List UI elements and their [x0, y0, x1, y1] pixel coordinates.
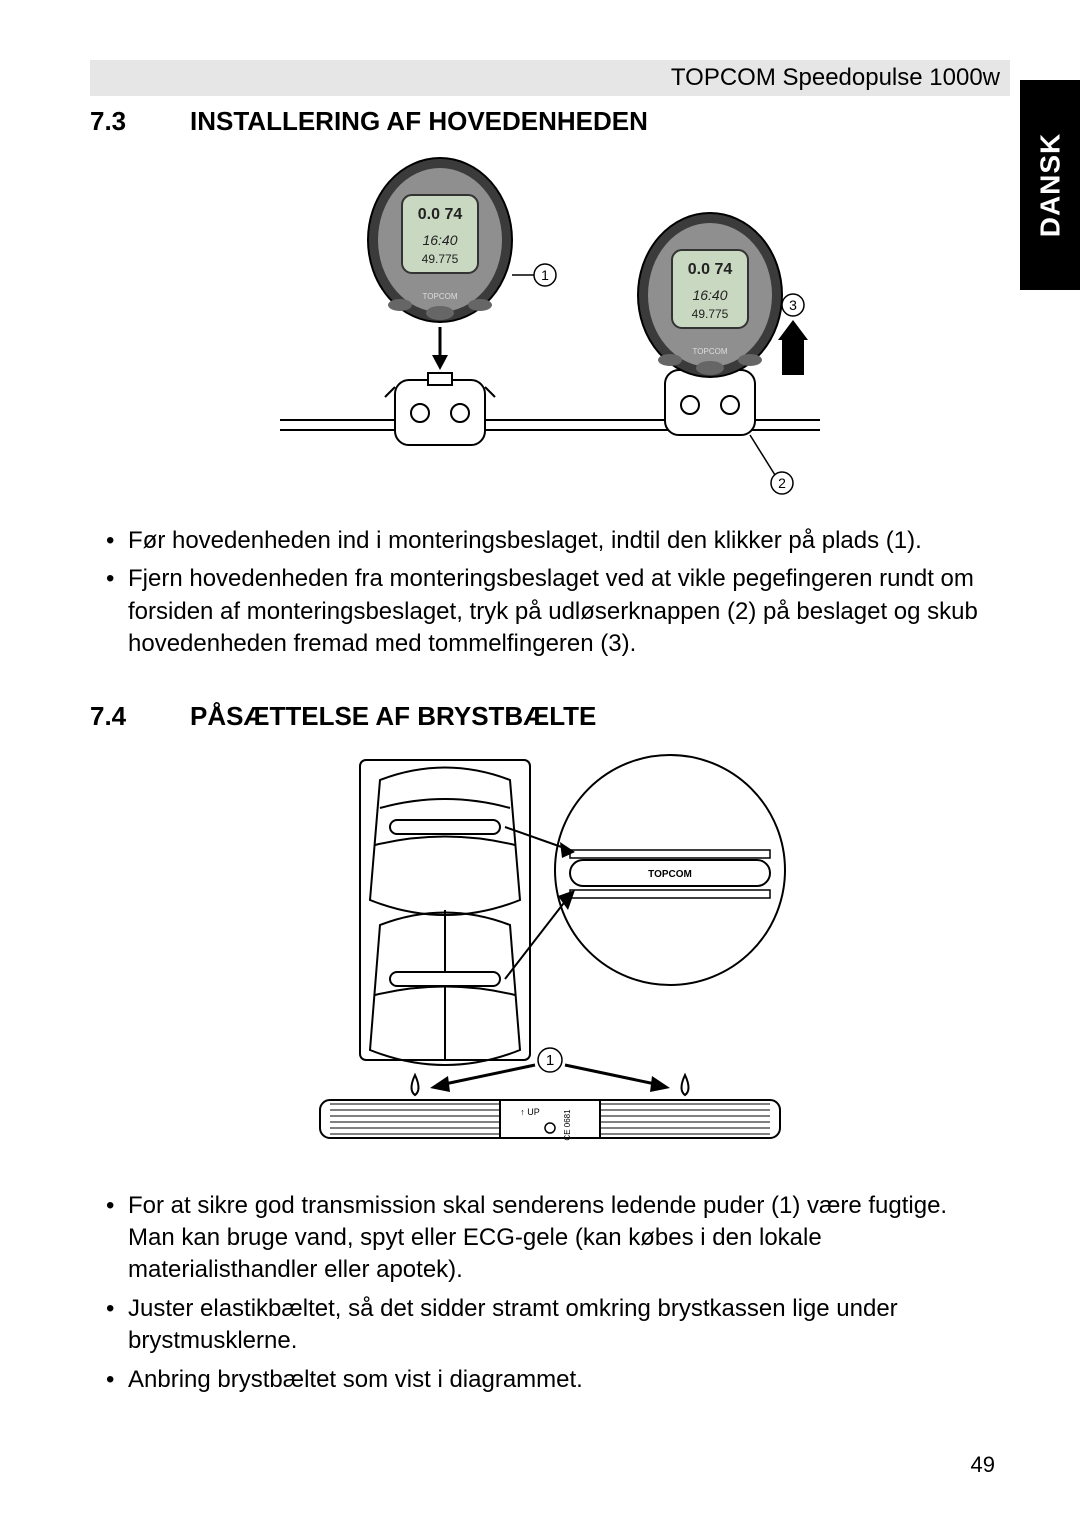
- bullets-7-4: For at sikre god transmission skal sende…: [90, 1190, 1010, 1396]
- strap-ce-label: CE 0681: [563, 1108, 572, 1140]
- bullet-7-3-1: Fjern hovedenheden fra monteringsbeslage…: [100, 563, 1000, 660]
- header-bar: TOPCOM Speedopulse 1000w: [90, 60, 1010, 96]
- diagram-7-3-svg: 0.0 74 16:40 49.775 TOPCOM 1: [270, 155, 830, 495]
- display-line-3-right: 49.775: [692, 307, 729, 321]
- callout-1: 1: [541, 267, 549, 283]
- section-7-3-number: 7.3: [90, 106, 150, 137]
- language-tab: DANSK: [1020, 80, 1080, 290]
- strap-brand: TOPCOM: [648, 869, 692, 880]
- display-line-2-left: 16:40: [422, 232, 457, 248]
- bullet-7-4-0: For at sikre god transmission skal sende…: [100, 1190, 1000, 1287]
- bullets-7-3: Før hovedenheden ind i monteringsbeslage…: [90, 525, 1010, 661]
- callout-3: 3: [789, 297, 797, 313]
- callout-7-4-1: 1: [546, 1052, 554, 1069]
- product-name: TOPCOM Speedopulse 1000w: [671, 64, 1000, 92]
- figure-7-4: TOPCOM ↑ UP CE 0681: [90, 750, 1010, 1160]
- page-number: 49: [971, 1452, 995, 1478]
- display-line-2-right: 16:40: [692, 287, 727, 303]
- device-brand-left: TOPCOM: [423, 292, 458, 301]
- diagram-7-4-svg: TOPCOM ↑ UP CE 0681: [270, 750, 830, 1160]
- bullet-7-4-1: Juster elastikbæltet, så det sidder stra…: [100, 1293, 1000, 1358]
- section-7-3-heading: 7.3 INSTALLERING AF HOVEDENHEDEN: [90, 106, 1010, 137]
- section-7-4-number: 7.4: [90, 701, 150, 732]
- display-line-3-left: 49.775: [422, 252, 459, 266]
- device-brand-right: TOPCOM: [693, 347, 728, 356]
- bullet-7-3-0: Før hovedenheden ind i monteringsbeslage…: [100, 525, 1000, 557]
- display-line-1-left: 0.0 74: [418, 206, 463, 223]
- strap-up-label: ↑ UP: [520, 1107, 540, 1117]
- section-7-4-title: PÅSÆTTELSE AF BRYSTBÆLTE: [190, 701, 596, 732]
- section-7-4-heading: 7.4 PÅSÆTTELSE AF BRYSTBÆLTE: [90, 701, 1010, 732]
- figure-7-3: 0.0 74 16:40 49.775 TOPCOM 1: [90, 155, 1010, 495]
- callout-2: 2: [778, 475, 786, 491]
- language-tab-label: DANSK: [1034, 133, 1066, 238]
- section-7-3-title: INSTALLERING AF HOVEDENHEDEN: [190, 106, 648, 137]
- display-line-1-right: 0.0 74: [688, 261, 733, 278]
- bullet-7-4-2: Anbring brystbæltet som vist i diagramme…: [100, 1364, 1000, 1396]
- manual-page: TOPCOM Speedopulse 1000w DANSK 7.3 INSTA…: [0, 0, 1080, 1528]
